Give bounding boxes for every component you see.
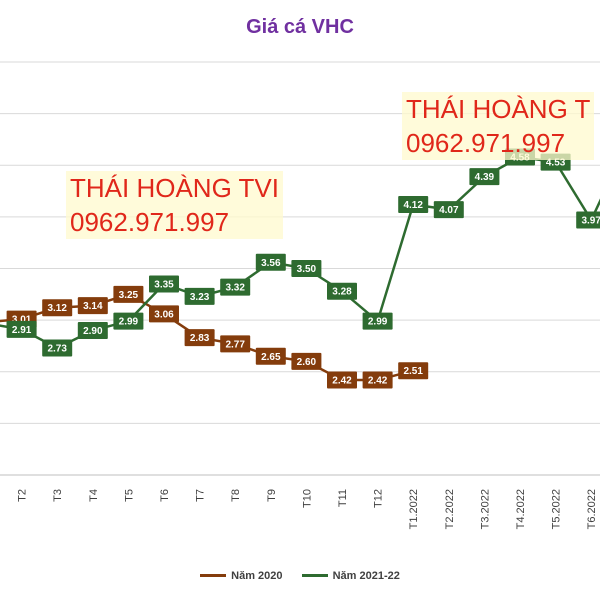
x-tick-label: T3	[52, 489, 64, 502]
data-label: 4.53	[546, 158, 566, 169]
data-label-box	[362, 371, 393, 389]
data-label: 4.39	[475, 172, 495, 183]
data-label-box	[184, 329, 215, 347]
x-tick-label: T10	[301, 489, 313, 508]
data-label-box	[576, 211, 600, 229]
data-label-box	[398, 195, 429, 213]
data-label: 2.65	[261, 352, 281, 363]
data-label-box	[255, 253, 286, 271]
data-label-box	[469, 168, 500, 186]
data-label: 2.99	[368, 317, 388, 328]
x-tick-label: T5.2022	[551, 489, 563, 529]
data-label-box	[327, 371, 357, 389]
x-tick-label: T6.2022	[586, 489, 598, 529]
data-label: 4.12	[403, 200, 423, 211]
legend-swatch-2020	[200, 574, 227, 577]
data-label: 4.07	[439, 205, 459, 216]
data-label: 3.32	[225, 283, 245, 294]
chart-title: Giá cá VHC	[246, 16, 354, 38]
watermark-1-name: THÁI HOÀNG TVI	[70, 173, 279, 203]
x-tick-label: T2	[17, 489, 29, 502]
legend-label-2020: Năm 2020	[231, 569, 283, 582]
data-label-box	[398, 362, 429, 380]
x-tick-label: T12	[373, 489, 385, 508]
data-label-box	[291, 352, 322, 370]
x-tick-label: T5	[123, 489, 135, 502]
data-label: 3.97	[581, 215, 600, 226]
data-label: 3.28	[332, 287, 352, 298]
data-label: 2.51	[403, 366, 423, 377]
data-label: 3.25	[119, 290, 139, 301]
data-label-box	[149, 275, 179, 293]
data-label-box	[220, 278, 251, 296]
watermark-1: THÁI HOÀNG TVI 0962.971.997	[66, 171, 283, 239]
x-tick-label: T2.2022	[444, 489, 456, 529]
data-label-box	[291, 260, 322, 277]
data-label-box	[433, 201, 464, 219]
watermark-1-phone: 0962.971.997	[70, 207, 230, 237]
data-label-box	[362, 312, 393, 330]
data-label: 2.83	[190, 333, 210, 344]
x-tick-label: T4	[88, 489, 100, 502]
x-tick-label: T1.2022	[408, 489, 420, 529]
data-label-box	[113, 312, 144, 330]
x-tick-label: T3.2022	[479, 489, 491, 529]
data-label-box	[220, 335, 251, 353]
data-label: 3.12	[47, 303, 67, 314]
legend-swatch-2021-22	[301, 574, 328, 577]
data-label: 2.42	[332, 376, 352, 387]
data-label-box	[327, 282, 357, 300]
data-label: 2.91	[12, 325, 32, 336]
data-label: 3.14	[83, 301, 103, 312]
watermark-2-phone: 0962.971.997	[406, 128, 566, 158]
x-tick-label: T11	[337, 489, 349, 507]
data-label-box	[77, 321, 108, 339]
data-label-box	[113, 285, 144, 303]
data-label-box	[42, 339, 73, 357]
data-label: 3.01	[12, 315, 32, 326]
x-tick-label: T9	[266, 489, 278, 502]
data-label: 2.90	[83, 326, 103, 337]
data-label: 2.99	[119, 317, 139, 328]
x-tick-label: T7	[195, 489, 207, 502]
data-label-box	[149, 305, 179, 323]
watermark-2: THÁI HOÀNG T 0962.971.997	[402, 92, 595, 160]
data-label: 2.73	[47, 344, 67, 355]
data-label: 3.50	[297, 264, 317, 275]
watermark-2-name: THÁI HOÀNG T	[406, 94, 591, 124]
x-tick-label: T4.2022	[515, 489, 527, 529]
legend-label-2021-22: Năm 2021-22	[332, 569, 400, 582]
data-label: 3.06	[154, 309, 174, 320]
chart-legend: Năm 2020 Năm 2021-22	[0, 568, 600, 582]
legend-item-2020: Năm 2020	[200, 569, 283, 582]
data-label: 3.56	[261, 258, 281, 269]
data-label-box	[42, 299, 73, 317]
data-label: 2.60	[297, 357, 317, 368]
x-tick-label: T6	[159, 489, 171, 502]
data-label-box	[255, 347, 286, 365]
x-tick-label: T8	[230, 489, 242, 502]
data-label: 2.42	[368, 376, 388, 387]
data-label-box	[6, 320, 37, 338]
data-label: 3.23	[190, 292, 210, 303]
data-label-box	[77, 297, 108, 315]
data-label-box	[184, 287, 215, 305]
data-label: 2.77	[225, 339, 245, 350]
legend-item-2021-22: Năm 2021-22	[301, 569, 400, 582]
data-label: 3.35	[154, 279, 174, 290]
